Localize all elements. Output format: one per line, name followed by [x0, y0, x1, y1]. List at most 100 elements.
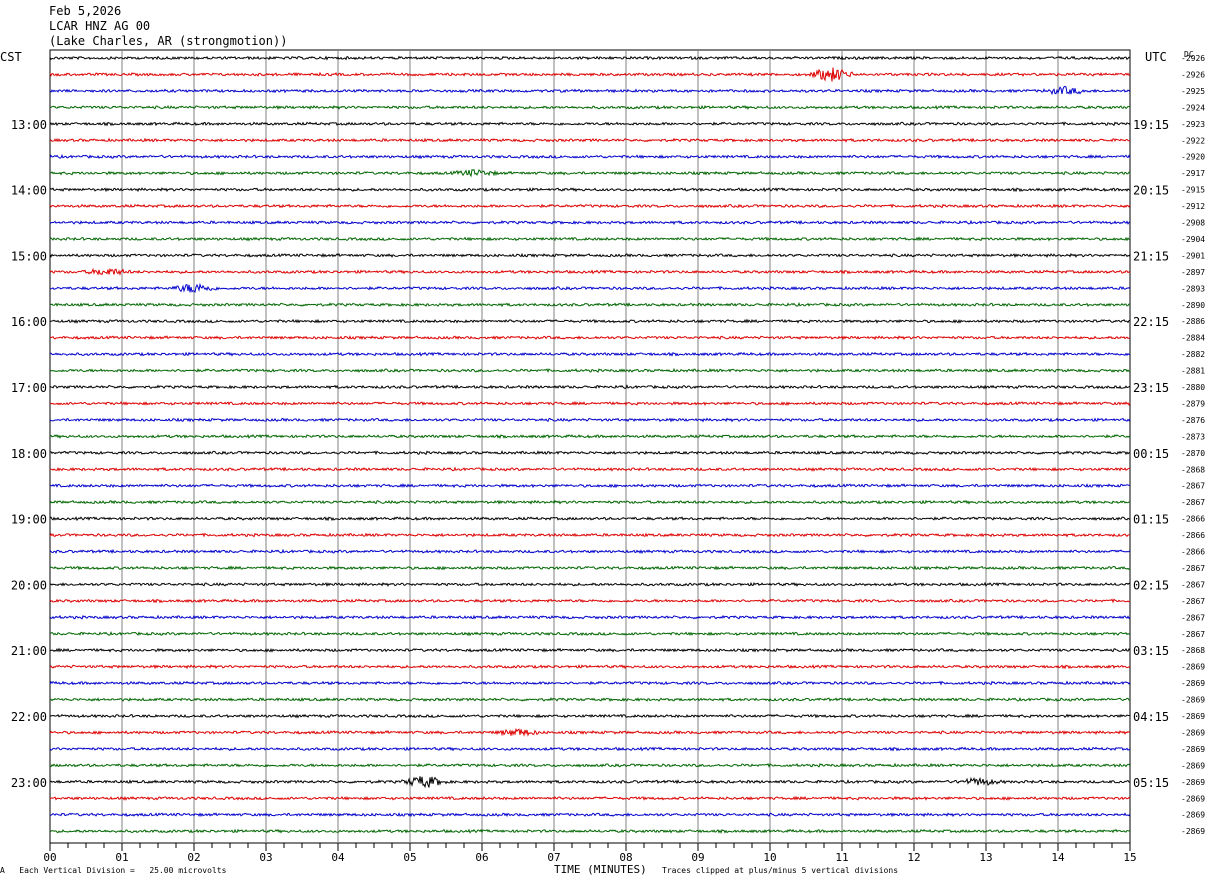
utc-hour-label: 05:15	[1133, 776, 1169, 790]
dc-offset-label: -2867	[1181, 564, 1205, 573]
seismic-trace	[49, 499, 1131, 505]
utc-hour-label: 04:15	[1133, 710, 1169, 724]
seismic-trace	[49, 417, 1131, 423]
scale-marker: A	[0, 866, 5, 875]
dc-offset-label: -2868	[1181, 465, 1205, 474]
cst-hour-label: 23:00	[11, 776, 47, 790]
dc-offset-label: -2890	[1181, 301, 1205, 310]
x-tick-label: 04	[331, 851, 345, 864]
x-tick-label: 12	[907, 851, 920, 864]
x-axis-title: TIME (MINUTES)	[554, 863, 647, 876]
header-location: (Lake Charles, AR (strongmotion))	[49, 34, 288, 48]
dc-offset-label: -2869	[1181, 778, 1205, 787]
dc-offset-label: -2876	[1181, 416, 1205, 425]
scale-note-text: Each Vertical Division = 25.00 microvolt…	[19, 866, 227, 875]
dc-offset-label: -2922	[1181, 136, 1205, 145]
dc-offset-label: -2869	[1181, 811, 1205, 820]
dc-offset-label: -2867	[1181, 498, 1205, 507]
x-tick-label: 08	[619, 851, 632, 864]
cst-hour-label: 18:00	[11, 447, 47, 461]
seismic-trace	[49, 647, 1131, 653]
seismic-trace	[49, 466, 1131, 472]
x-tick-label: 09	[691, 851, 704, 864]
cst-hour-label: 13:00	[11, 118, 47, 132]
seismic-trace	[49, 85, 1131, 96]
dc-offset-label: -2912	[1181, 202, 1205, 211]
utc-hour-label: 01:15	[1133, 513, 1169, 527]
utc-hour-label: 23:15	[1133, 381, 1169, 395]
dc-offset-label: -2926	[1181, 70, 1205, 79]
seismic-trace	[50, 169, 1131, 178]
utc-hour-label: 00:15	[1133, 447, 1169, 461]
seismic-trace	[49, 713, 1131, 719]
dc-offset-label: -2869	[1181, 761, 1205, 770]
dc-offset-label: -2924	[1181, 103, 1205, 112]
dc-offset-label: -2867	[1181, 580, 1205, 589]
seismic-trace	[49, 55, 1131, 61]
dc-offset-label: -2884	[1181, 334, 1205, 343]
cst-hour-label: 15:00	[11, 249, 47, 263]
x-tick-label: 15	[1123, 851, 1136, 864]
seismic-trace	[49, 581, 1131, 588]
dc-offset-label: -2904	[1181, 235, 1205, 244]
seismic-trace	[49, 664, 1131, 670]
cst-hour-label: 16:00	[11, 315, 47, 329]
dc-offset-label: -2866	[1181, 515, 1205, 524]
dc-offset-label: -2925	[1181, 87, 1205, 96]
dc-offset-label: -2869	[1181, 745, 1205, 754]
dc-offset-label: -2869	[1181, 712, 1205, 721]
header-date: Feb 5,2026	[49, 4, 122, 18]
dc-offset-label: -2868	[1181, 646, 1205, 655]
seismic-trace	[49, 614, 1131, 620]
seismic-trace	[49, 252, 1131, 259]
seismic-trace	[49, 400, 1131, 406]
dc-offset-label: -2901	[1181, 251, 1205, 260]
dc-offset-label: -2893	[1181, 284, 1205, 293]
cst-hour-label: 22:00	[11, 710, 47, 724]
seismic-trace	[49, 187, 1131, 193]
dc-offset-label: -2869	[1181, 728, 1205, 737]
dc-offset-label: -2867	[1181, 597, 1205, 606]
dc-label: DC	[1184, 50, 1194, 59]
seismic-trace	[49, 532, 1131, 538]
seismic-trace	[49, 351, 1131, 357]
dc-offset-label: -2869	[1181, 663, 1205, 672]
seismic-trace	[49, 203, 1131, 209]
cst-hour-label: 20:00	[11, 578, 47, 592]
seismic-trace	[49, 795, 1131, 801]
seismic-trace	[49, 812, 1131, 818]
seismic-trace	[49, 219, 1131, 226]
utc-hour-label: 03:15	[1133, 644, 1169, 658]
cst-hour-label: 19:00	[11, 513, 47, 527]
seismic-trace	[49, 762, 1131, 768]
dc-offset-label: -2897	[1181, 268, 1205, 277]
dc-offset-label: -2867	[1181, 482, 1205, 491]
utc-hour-label: 22:15	[1133, 315, 1169, 329]
x-tick-label: 11	[835, 851, 848, 864]
seismic-trace	[49, 367, 1131, 374]
utc-hour-label: 20:15	[1133, 184, 1169, 198]
seismic-trace	[49, 384, 1131, 390]
scale-note: A Each Vertical Division = 25.00 microvo…	[0, 866, 226, 875]
dc-offset-label: -2917	[1181, 169, 1205, 178]
x-tick-label: 14	[1051, 851, 1065, 864]
seismic-trace	[49, 302, 1131, 308]
x-tick-label: 10	[763, 851, 776, 864]
x-tick-label: 05	[403, 851, 416, 864]
seismic-trace	[49, 776, 1131, 789]
x-tick-label: 02	[187, 851, 200, 864]
x-tick-label: 13	[979, 851, 992, 864]
dc-offset-label: -2866	[1181, 548, 1205, 557]
dc-offset-label: -2926	[1181, 54, 1205, 63]
x-tick-label: 03	[259, 851, 272, 864]
dc-offset-label: -2870	[1181, 449, 1205, 458]
seismic-trace	[49, 236, 1131, 242]
seismic-trace	[49, 137, 1131, 143]
dc-offset-label: -2869	[1181, 696, 1205, 705]
seismic-trace	[49, 104, 1131, 110]
seismic-trace	[49, 680, 1131, 686]
seismic-trace	[49, 67, 1131, 82]
seismic-trace	[49, 483, 1131, 489]
seismic-trace	[49, 548, 1131, 555]
right-timezone-label: UTC	[1145, 50, 1167, 64]
